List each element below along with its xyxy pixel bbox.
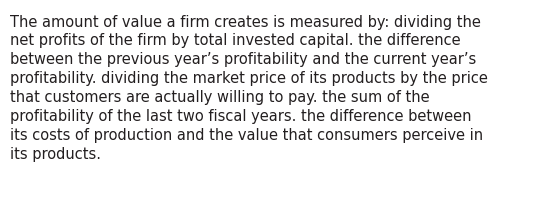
Text: The amount of value a firm creates is measured by: dividing the
net profits of t: The amount of value a firm creates is me…	[10, 15, 488, 162]
